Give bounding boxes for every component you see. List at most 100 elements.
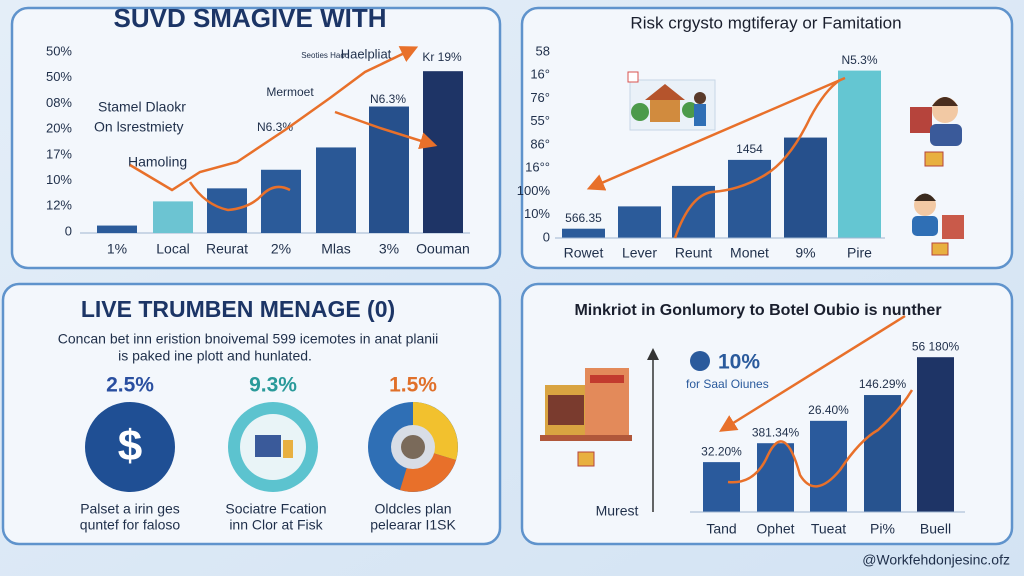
item-caption: Sociatre Fcation: [225, 501, 326, 517]
bar: [784, 137, 827, 238]
item-caption: inn Clor at Fisk: [229, 517, 323, 533]
x-tick-label: Rowet: [564, 245, 604, 261]
y-tick-label: 50%: [46, 69, 72, 84]
trend-arrow: [586, 76, 846, 191]
x-tick-label: Ophet: [756, 521, 794, 537]
y-tick-label: 58: [536, 43, 550, 58]
bar: [757, 443, 794, 512]
description: Concan bet inn eristion bnoivemal 599 ic…: [58, 331, 439, 347]
axis-arrow: [647, 348, 659, 360]
bar: [810, 420, 847, 512]
panel-title: Risk crgysto mgtiferay or Famitation: [630, 13, 901, 32]
bar: [153, 201, 193, 233]
footer: @Workfehdonjesinc.ofz: [862, 552, 1010, 568]
y-tick-label: 10%: [524, 206, 550, 221]
y-tick-label: 55°: [530, 113, 550, 128]
y-tick-label: 16°°: [525, 160, 550, 175]
annotation: Mermoet: [266, 85, 314, 99]
annotation: Hamoling: [128, 154, 187, 170]
icon-circle: [368, 402, 458, 492]
trend-curve: [673, 78, 841, 239]
annotation: N6.3%: [370, 92, 406, 106]
item-caption: quntef for faloso: [80, 517, 181, 533]
bar: [838, 70, 881, 238]
item-caption: Oldcles plan: [374, 501, 451, 517]
x-tick-label: Tueat: [811, 521, 846, 537]
panel-title: LIVE TRUMBEN MENAGE (0): [81, 296, 395, 322]
x-tick-label: Pire: [847, 245, 872, 261]
x-tick-label: Tand: [706, 521, 736, 537]
panel-title: Minkriot in Gonlumory to Botel Oubio is …: [574, 302, 941, 319]
person-illustration: [910, 97, 964, 256]
y-tick-label: 12%: [46, 198, 72, 213]
y-tick-label: 76°: [530, 90, 550, 105]
icon-circle: [85, 402, 175, 492]
x-tick-label: Reurat: [206, 241, 248, 257]
x-tick-label: 3%: [379, 241, 399, 257]
x-tick-label: Local: [156, 241, 189, 257]
house-illustration: [627, 71, 716, 131]
bar-label: 146.29%: [859, 377, 907, 391]
icon: [690, 351, 710, 371]
icon-circle: [228, 402, 318, 492]
highlight-caption: for Saal Oiunes: [686, 377, 769, 391]
bar: [728, 159, 771, 238]
panel: [520, 6, 1014, 270]
x-tick-label: 1%: [107, 241, 127, 257]
item-caption: pelearar I1SK: [370, 517, 456, 533]
bar-label: N5.3%: [841, 53, 877, 67]
item-value: 9.3%: [249, 374, 297, 397]
trend-curve: [727, 389, 914, 488]
x-tick-label: Pi%: [870, 521, 895, 537]
panel-title: SUVD SMAGIVE WITH: [113, 3, 386, 33]
y-tick-label: 0: [543, 229, 550, 244]
icon-symbol: $: [118, 422, 142, 471]
bar: [703, 462, 740, 512]
x-tick-label: Mlas: [321, 241, 351, 257]
description: is paked ine plott and hunlated.: [118, 348, 312, 364]
annotation: Stamel Dlaokr: [98, 99, 186, 115]
bar-label: 26.40%: [808, 403, 849, 417]
item-value: 2.5%: [106, 374, 154, 397]
x-tick-label: Buell: [920, 521, 951, 537]
trend-arrow: [719, 314, 906, 432]
annotation: Haelpliat: [341, 46, 392, 61]
x-tick-label: 2%: [271, 241, 291, 257]
x-tick-label: Reunt: [675, 245, 712, 261]
y-tick-label: 0: [65, 223, 72, 238]
trend-curve: [188, 181, 291, 212]
bar-label: 1454: [736, 142, 763, 156]
bar: [618, 206, 661, 238]
y-tick-label: 50%: [46, 43, 72, 58]
y-tick-label: 100%: [517, 183, 551, 198]
bar-label: 381.34%: [752, 425, 800, 439]
annotation: Kr 19%: [422, 50, 462, 64]
x-tick-label: 9%: [795, 245, 815, 261]
y-tick-label: 20%: [46, 121, 72, 136]
x-tick-label: Oouman: [416, 241, 470, 257]
axis-label: Murest: [596, 503, 639, 519]
y-tick-label: 16°: [530, 67, 550, 82]
bar: [261, 169, 301, 233]
shop-illustration: [540, 368, 632, 467]
y-tick-label: 17%: [46, 146, 72, 161]
bar: [316, 147, 356, 233]
trend-arrow: [334, 110, 438, 150]
bar-label: 56 180%: [912, 339, 960, 353]
y-tick-label: 10%: [46, 172, 72, 187]
x-tick-label: Monet: [730, 245, 769, 261]
y-tick-label: 86°: [530, 136, 550, 151]
item-caption: Palset a irin ges: [80, 501, 180, 517]
highlight: 10%: [718, 351, 760, 374]
annotation: Seoties Haoc: [301, 51, 349, 60]
bar: [562, 228, 605, 238]
trend-arrow: [129, 46, 419, 192]
bar: [97, 225, 137, 233]
bar: [423, 71, 463, 234]
bar-label: 566.35: [565, 211, 602, 225]
bar-label: 32.20%: [701, 444, 742, 458]
bar: [917, 357, 954, 512]
item-value: 1.5%: [389, 374, 437, 397]
